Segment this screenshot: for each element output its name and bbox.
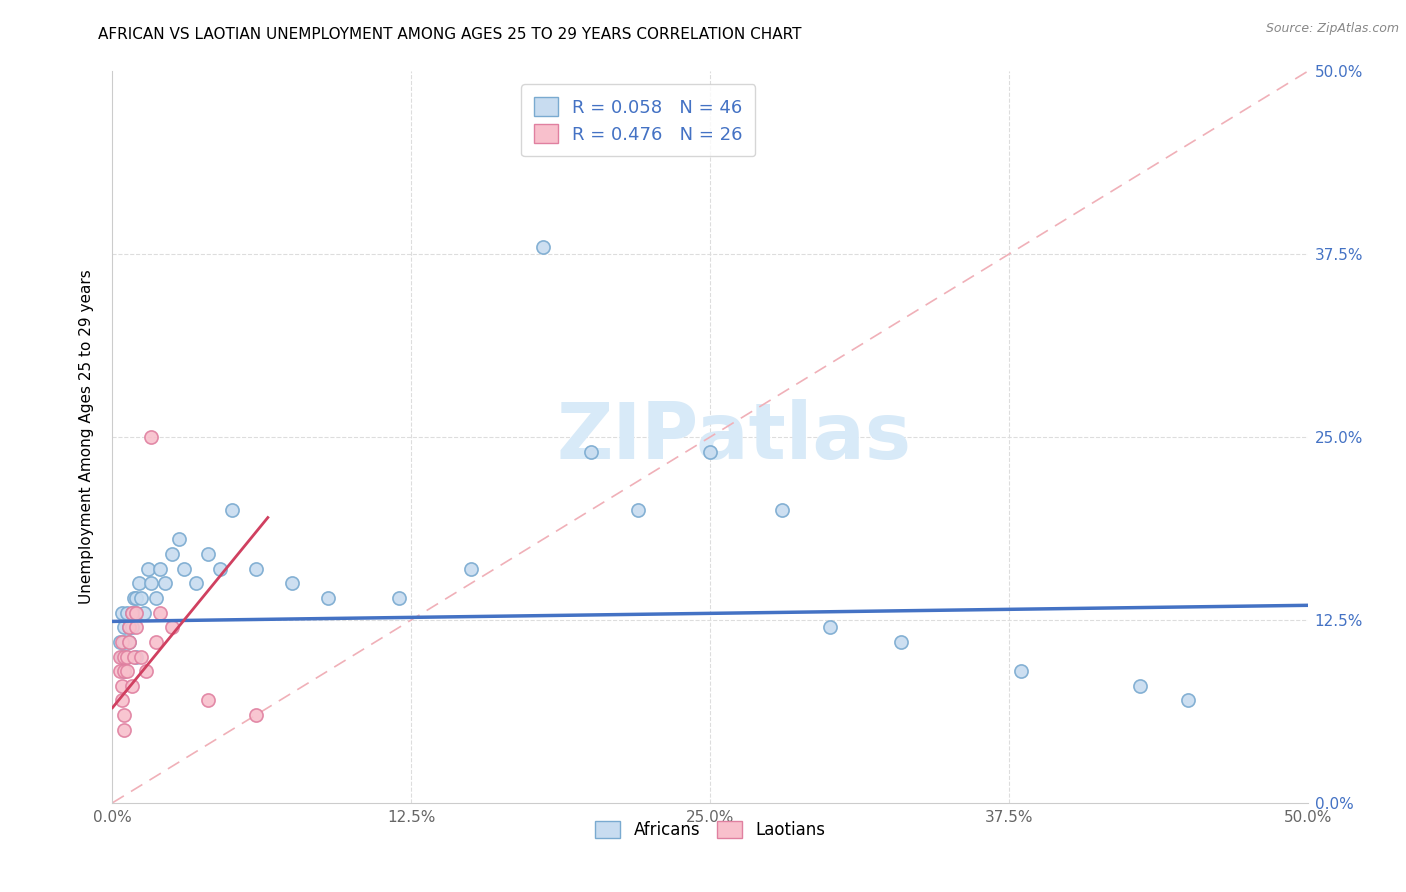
Point <box>245 708 267 723</box>
Point <box>1177 693 1199 707</box>
Point <box>122 649 145 664</box>
Point <box>108 635 131 649</box>
Point <box>111 649 134 664</box>
Point <box>121 679 143 693</box>
Point <box>125 620 148 634</box>
Point <box>114 708 135 723</box>
Point <box>111 635 134 649</box>
Point <box>125 649 148 664</box>
Point <box>115 649 138 664</box>
Point <box>114 620 135 634</box>
Point <box>145 635 167 649</box>
Point <box>108 649 131 664</box>
Point <box>115 606 138 620</box>
Point <box>699 444 721 458</box>
Point <box>145 591 167 605</box>
Point <box>125 606 148 620</box>
Point <box>162 620 183 634</box>
Point <box>627 503 650 517</box>
Point <box>770 503 793 517</box>
Point <box>111 606 134 620</box>
Point <box>128 576 150 591</box>
Point <box>111 679 134 693</box>
Text: Source: ZipAtlas.com: Source: ZipAtlas.com <box>1265 22 1399 36</box>
Point <box>1129 679 1152 693</box>
Point <box>125 606 148 620</box>
Text: ZIPatlas: ZIPatlas <box>557 399 911 475</box>
Point <box>149 606 172 620</box>
Point <box>108 664 131 678</box>
Point <box>114 723 135 737</box>
Point <box>316 591 339 605</box>
Point <box>118 635 141 649</box>
Point <box>135 664 157 678</box>
Text: AFRICAN VS LAOTIAN UNEMPLOYMENT AMONG AGES 25 TO 29 YEARS CORRELATION CHART: AFRICAN VS LAOTIAN UNEMPLOYMENT AMONG AG… <box>98 27 801 42</box>
Point <box>197 693 219 707</box>
Point <box>139 430 162 444</box>
Point <box>531 240 554 254</box>
Point <box>138 562 160 576</box>
Point <box>186 576 208 591</box>
Point <box>114 664 135 678</box>
Point <box>111 693 134 707</box>
Point <box>129 591 152 605</box>
Point <box>118 635 141 649</box>
Point <box>149 562 172 576</box>
Point <box>221 503 243 517</box>
Point <box>115 664 138 678</box>
Point <box>209 562 232 576</box>
Point <box>173 562 195 576</box>
Point <box>388 591 411 605</box>
Point <box>1010 664 1032 678</box>
Point <box>114 649 135 664</box>
Point <box>281 576 304 591</box>
Legend: Africans, Laotians: Africans, Laotians <box>588 814 832 846</box>
Point <box>121 620 143 634</box>
Point <box>162 547 183 561</box>
Point <box>818 620 841 634</box>
Point <box>122 591 145 605</box>
Point <box>125 591 148 605</box>
Point <box>169 533 191 547</box>
Point <box>121 606 143 620</box>
Point <box>115 649 138 664</box>
Point <box>579 444 602 458</box>
Point <box>460 562 482 576</box>
Point <box>890 635 912 649</box>
Point <box>118 620 141 634</box>
Point <box>197 547 219 561</box>
Point <box>153 576 176 591</box>
Point <box>121 606 143 620</box>
Point <box>129 649 152 664</box>
Y-axis label: Unemployment Among Ages 25 to 29 years: Unemployment Among Ages 25 to 29 years <box>79 269 94 605</box>
Point <box>139 576 162 591</box>
Point <box>114 664 135 678</box>
Point <box>114 635 135 649</box>
Point <box>245 562 267 576</box>
Point <box>132 606 155 620</box>
Point <box>118 620 141 634</box>
